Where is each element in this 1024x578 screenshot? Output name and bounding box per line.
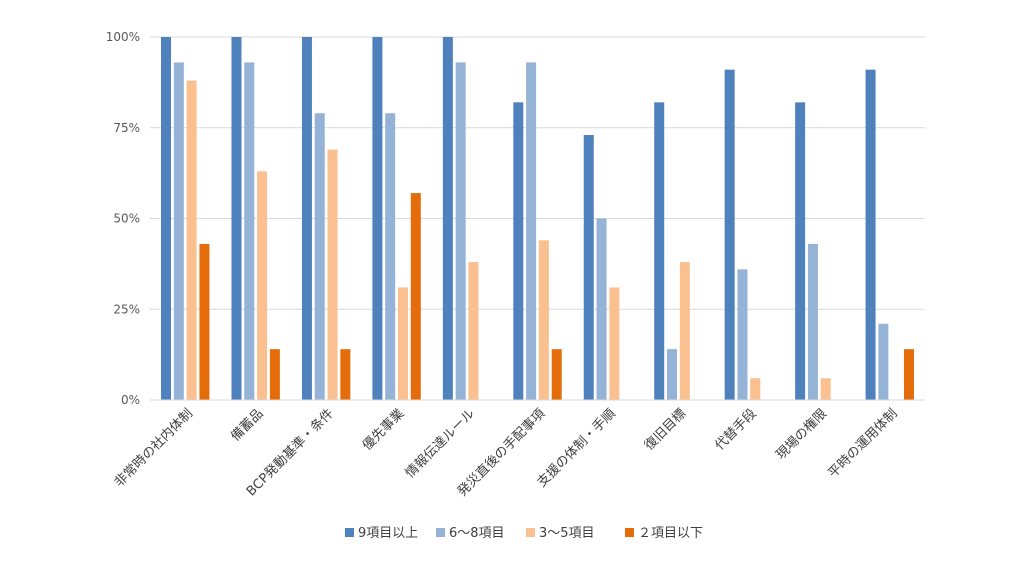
legend-swatch [345,528,354,537]
bar [301,37,312,400]
bar [654,102,665,400]
legend-swatch [526,528,535,537]
bar [455,62,466,400]
bar [538,240,549,400]
legend-swatch [436,528,445,537]
bar [269,349,280,400]
legend-label: 9項目以上 [358,526,418,541]
bar [244,62,255,400]
y-tick-label: 25% [113,302,140,316]
bar [878,323,889,400]
bar [199,243,210,400]
x-category-label: 代替手段 [712,406,759,453]
bar [513,102,524,400]
bar [724,69,735,401]
legend-item: ２項目以下 [625,526,703,541]
x-category-label: 支援の体制・手順 [535,406,619,490]
x-category-label: 平時の運用体制 [826,406,901,481]
bar [372,37,383,400]
y-tick-label: 100% [106,30,140,44]
bar [596,218,607,400]
legend-swatch [625,528,634,537]
bar [314,113,325,400]
x-category-label: 現場の権限 [773,406,830,463]
bar [807,243,818,400]
bar [551,349,562,400]
bar [679,262,690,400]
legend-item: 9項目以上 [345,526,418,541]
y-axis: 0% 25% 50% 75% 100% [106,30,140,407]
bar [526,62,537,400]
bar [327,149,338,400]
x-category-label: 情報伝達ルール [403,406,478,481]
legend-label: 3～5項目 [539,526,595,541]
x-category-label: 備蓄品 [228,406,267,445]
legend-item: 6～8項目 [436,526,505,541]
legend: 9項目以上 6～8項目 3～5項目 ２項目以下 [345,526,703,541]
bar [795,102,806,400]
bar [903,349,914,400]
bar [257,171,268,400]
bar [231,37,242,400]
y-tick-label: 0% [121,393,140,407]
bar [468,262,479,400]
bar [609,287,620,400]
legend-label: ２項目以下 [638,526,703,541]
legend-item: 3～5項目 [526,526,595,541]
bar [750,378,761,400]
bar [161,37,172,400]
bar [173,62,184,400]
bar [410,193,421,400]
y-tick-label: 75% [113,121,140,135]
bar [442,37,453,400]
x-category-label: 復旧目標 [641,406,689,454]
x-category-label: 優先事業 [359,406,407,454]
y-tick-label: 50% [113,212,140,226]
bar [667,349,678,400]
legend-label: 6～8項目 [449,526,505,541]
bar [186,80,197,400]
bars [150,37,925,401]
x-category-label: 非常時の社内体制 [111,406,196,491]
bar [385,113,396,400]
bar [820,378,831,400]
bar [583,135,594,400]
x-axis: 非常時の社内体制 備蓄品 BCP発動基準・条件 優先事業 情報伝達ルール 発災直… [111,406,900,500]
bar [865,69,876,401]
bar [737,269,748,400]
bar [340,349,351,400]
bar [397,287,408,400]
